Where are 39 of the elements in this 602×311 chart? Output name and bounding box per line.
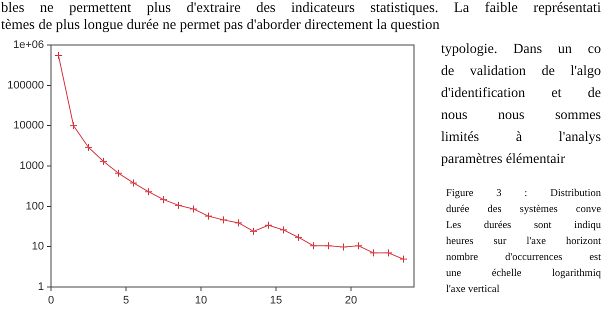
point bbox=[70, 122, 78, 130]
x-tick-label: 0 bbox=[48, 294, 54, 307]
point bbox=[294, 233, 302, 242]
point bbox=[250, 227, 258, 236]
caption: Figure 3 : Distribution durée des systèmes conve Les durées sont indiqu heures sur l'axe horizont nombre d'occurrences est une échelle logarithmiq l'axe vertical bbox=[446, 187, 601, 297]
x-tick-label: 5 bbox=[122, 294, 130, 307]
x-tick-label: 20 bbox=[344, 294, 358, 307]
y-tick-label: 10000 bbox=[13, 120, 44, 132]
y-tick-label: 100 bbox=[26, 200, 44, 212]
y-tick-label: 10 bbox=[32, 240, 44, 253]
point bbox=[174, 201, 182, 210]
text: bles ne permettent plus d'extraire des indicateurs statistiques. La faible représentati tèmes de plus longue durée ne permet pas d'aborder directement la question bbox=[1, 0, 601, 34]
point bbox=[340, 243, 348, 252]
point bbox=[234, 218, 242, 227]
point bbox=[84, 143, 92, 152]
point bbox=[220, 216, 228, 224]
point bbox=[100, 157, 108, 166]
y-tick-label: 100000 bbox=[7, 79, 44, 92]
point bbox=[280, 226, 288, 234]
point bbox=[204, 212, 212, 220]
point bbox=[310, 242, 318, 250]
point bbox=[114, 169, 122, 178]
point bbox=[264, 221, 272, 230]
point bbox=[384, 248, 392, 257]
point bbox=[324, 242, 332, 250]
text: typologie. Dans un co de validation de l'algo d'identification et de nous nous sommes limités à l'analys paramètres élémentair bbox=[441, 41, 601, 169]
point bbox=[160, 196, 168, 204]
point bbox=[400, 255, 408, 264]
point bbox=[370, 248, 378, 257]
point bbox=[54, 51, 62, 60]
y-tick-label: 1e+06 bbox=[13, 39, 44, 52]
point bbox=[190, 204, 198, 213]
y-tick-label: 1 bbox=[38, 281, 44, 294]
x-tick-label: 10 bbox=[194, 294, 208, 307]
point bbox=[130, 178, 138, 187]
point bbox=[144, 188, 152, 196]
y-tick-label: 1000 bbox=[20, 160, 44, 172]
x-tick-label: 15 bbox=[270, 294, 282, 307]
point bbox=[354, 242, 362, 250]
